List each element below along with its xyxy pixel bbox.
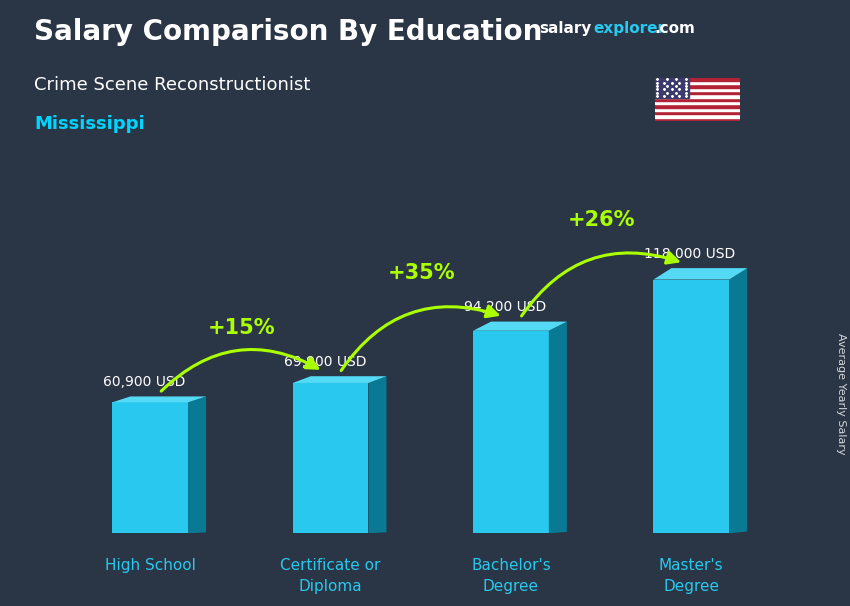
Polygon shape	[654, 279, 729, 533]
Text: 94,200 USD: 94,200 USD	[464, 300, 547, 315]
Bar	[654, 91, 740, 95]
Text: +26%: +26%	[568, 210, 636, 230]
Text: +35%: +35%	[388, 263, 456, 283]
Text: Average Yearly Salary: Average Yearly Salary	[836, 333, 846, 454]
Polygon shape	[188, 396, 206, 533]
Bar	[654, 118, 740, 121]
Bar	[654, 88, 740, 91]
Text: +15%: +15%	[207, 318, 275, 338]
Bar	[654, 101, 740, 104]
Text: Crime Scene Reconstructionist: Crime Scene Reconstructionist	[34, 76, 310, 94]
Polygon shape	[729, 268, 747, 533]
Text: 118,000 USD: 118,000 USD	[644, 247, 735, 261]
Bar	[654, 78, 688, 98]
Bar	[654, 111, 740, 115]
Text: Mississippi: Mississippi	[34, 115, 144, 133]
Bar	[654, 95, 740, 98]
Polygon shape	[368, 376, 387, 533]
Text: .com: .com	[654, 21, 695, 36]
Text: Salary Comparison By Education: Salary Comparison By Education	[34, 18, 542, 46]
Polygon shape	[549, 322, 567, 533]
Polygon shape	[112, 396, 206, 402]
Bar	[654, 108, 740, 111]
Polygon shape	[112, 402, 188, 533]
Bar	[654, 104, 740, 108]
Bar	[654, 115, 740, 118]
Polygon shape	[292, 383, 368, 533]
Polygon shape	[473, 331, 549, 533]
Text: 60,900 USD: 60,900 USD	[104, 375, 185, 389]
Text: 69,900 USD: 69,900 USD	[284, 355, 366, 369]
Bar	[654, 81, 740, 84]
Polygon shape	[292, 376, 387, 383]
Bar	[654, 78, 740, 81]
Bar	[654, 98, 740, 101]
Bar	[654, 84, 740, 88]
Polygon shape	[473, 322, 567, 331]
Text: salary: salary	[540, 21, 592, 36]
Polygon shape	[654, 268, 747, 279]
Text: explorer: explorer	[593, 21, 666, 36]
